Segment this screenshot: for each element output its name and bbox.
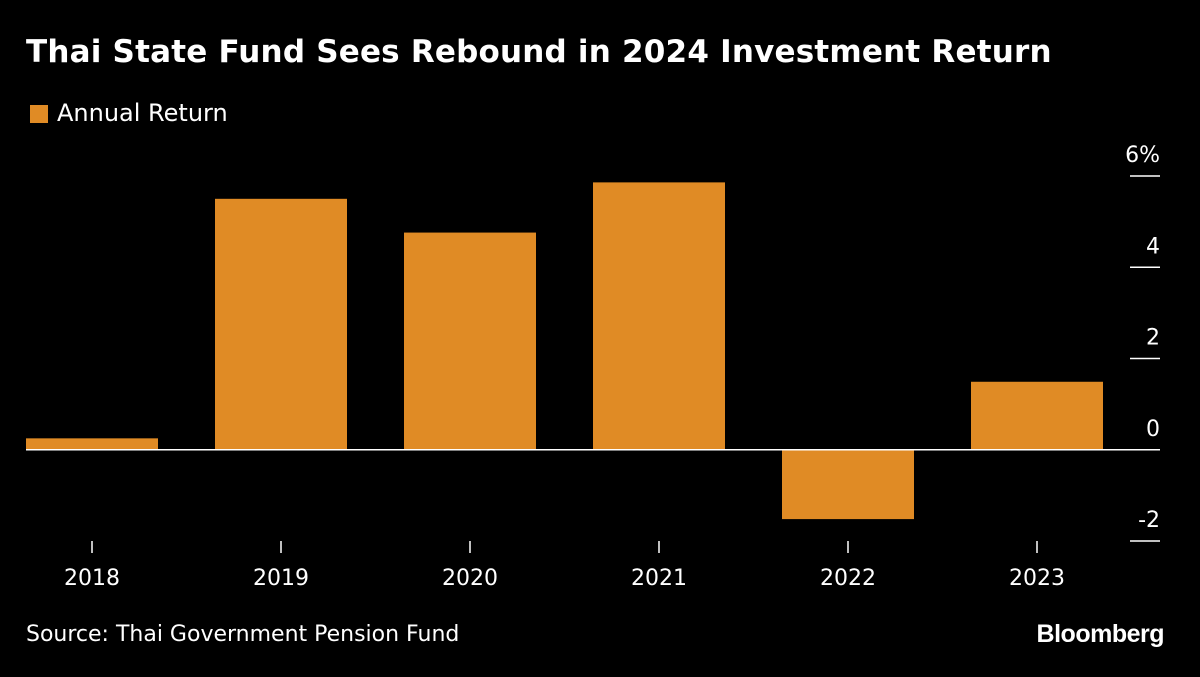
x-axis: 2018 2019 2020 2021 2022 2023	[64, 541, 1065, 591]
bloomberg-logo: Bloomberg	[1036, 620, 1165, 648]
bar-2021	[593, 182, 725, 450]
bars-group	[26, 182, 1103, 520]
x-tick-label: 2020	[442, 566, 498, 591]
y-tick-label: -2	[1138, 508, 1160, 533]
bar-2019	[215, 198, 347, 450]
y-axis: -2 0 2 4 6%	[1125, 143, 1160, 542]
legend: Annual Return	[30, 99, 228, 127]
y-tick-label: 2	[1146, 326, 1160, 351]
bar-2020	[404, 232, 536, 450]
x-tick-label: 2022	[820, 566, 876, 591]
x-tick-label: 2021	[631, 566, 687, 591]
bar-2018	[26, 438, 158, 450]
y-tick-label: 6%	[1125, 143, 1160, 168]
source-note: Source: Thai Government Pension Fund	[26, 622, 460, 647]
bar-2023	[971, 381, 1103, 450]
x-tick-label: 2023	[1009, 566, 1065, 591]
bar-2022	[782, 449, 914, 520]
y-tick-label: 4	[1146, 234, 1160, 259]
x-tick-label: 2018	[64, 566, 120, 591]
x-tick-label: 2019	[253, 566, 309, 591]
y-tick-label: 0	[1146, 417, 1160, 442]
legend-swatch	[30, 104, 48, 123]
chart-title: Thai State Fund Sees Rebound in 2024 Inv…	[26, 34, 1052, 70]
legend-label: Annual Return	[57, 99, 228, 127]
